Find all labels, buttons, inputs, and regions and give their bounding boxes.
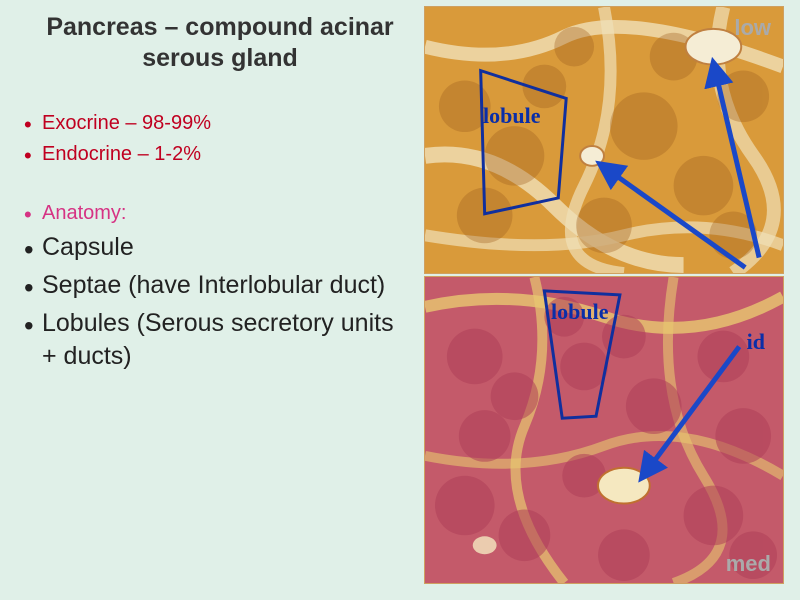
micrograph-med: lobule id med: [424, 276, 784, 584]
slide-title: Pancreas – compound acinar serous gland: [40, 12, 400, 75]
bullet-list-2: Anatomy: Capsule Septae (have Interlobul…: [20, 200, 400, 374]
content-area: Exocrine – 98-99% Endocrine – 1-2% Anato…: [20, 110, 400, 378]
tissue-svg-low: [425, 7, 783, 273]
magnification-label-med: med: [726, 551, 771, 577]
bullet-anatomy: Anatomy:: [20, 200, 400, 227]
spacer: [20, 172, 400, 200]
id-label: id: [747, 329, 765, 355]
bullet-lobules: Lobules (Serous secretory units + ducts): [20, 307, 400, 375]
lobule-label-top: lobule: [483, 103, 540, 129]
bullet-capsule: Capsule: [20, 231, 400, 265]
micrograph-low: low lobule: [424, 6, 784, 274]
magnification-label-low: low: [734, 15, 771, 41]
bullet-list: Exocrine – 98-99% Endocrine – 1-2%: [20, 110, 400, 168]
lobule-label-bottom: lobule: [551, 299, 608, 325]
bullet-septae: Septae (have Interlobular duct): [20, 269, 400, 303]
slide: Pancreas – compound acinar serous gland …: [0, 0, 800, 600]
bullet-endocrine: Endocrine – 1-2%: [20, 141, 400, 168]
image-area: low lobule: [424, 6, 784, 584]
bullet-exocrine: Exocrine – 98-99%: [20, 110, 400, 137]
